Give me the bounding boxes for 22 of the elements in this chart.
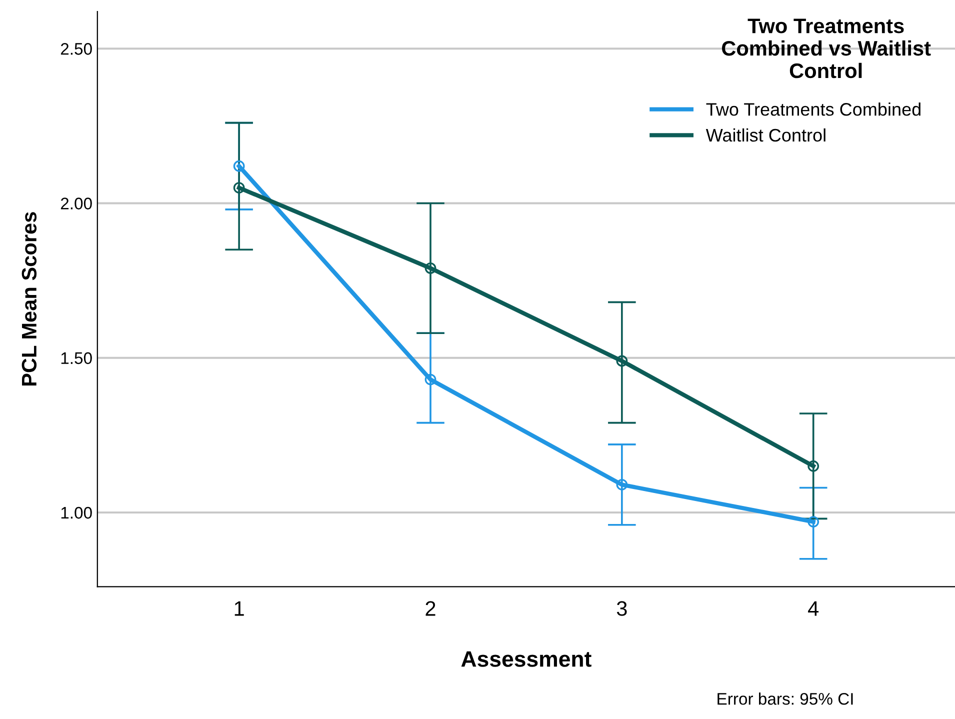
point [808,460,820,472]
legend-label: Two Treatments Combined [706,102,920,116]
legend-label: Waitlist Control [706,128,826,142]
y-tick-label: 1.00 [61,506,92,519]
text: Error bars: 95% CI [718,692,853,705]
x-tick-label: 2 [426,601,436,616]
point [233,160,245,172]
point [424,262,436,274]
y-tick-label: 2.50 [60,43,92,55]
x-tick-label: 3 [616,601,627,616]
point [616,355,628,367]
point [424,374,436,386]
y-tick-label: 1.50 [61,352,92,364]
legend-title: Two Treatments Combined vs Waitlist Control [722,18,931,78]
y-axis-title: PCL Mean Scores [22,212,37,386]
point [233,182,245,194]
x-tick-label: 4 [808,601,819,616]
point [616,478,628,490]
y-tick-label: 2.00 [60,198,92,210]
x-axis-title: Assessment [461,651,592,667]
point [808,516,820,528]
x-tick-label: 1 [234,601,244,616]
